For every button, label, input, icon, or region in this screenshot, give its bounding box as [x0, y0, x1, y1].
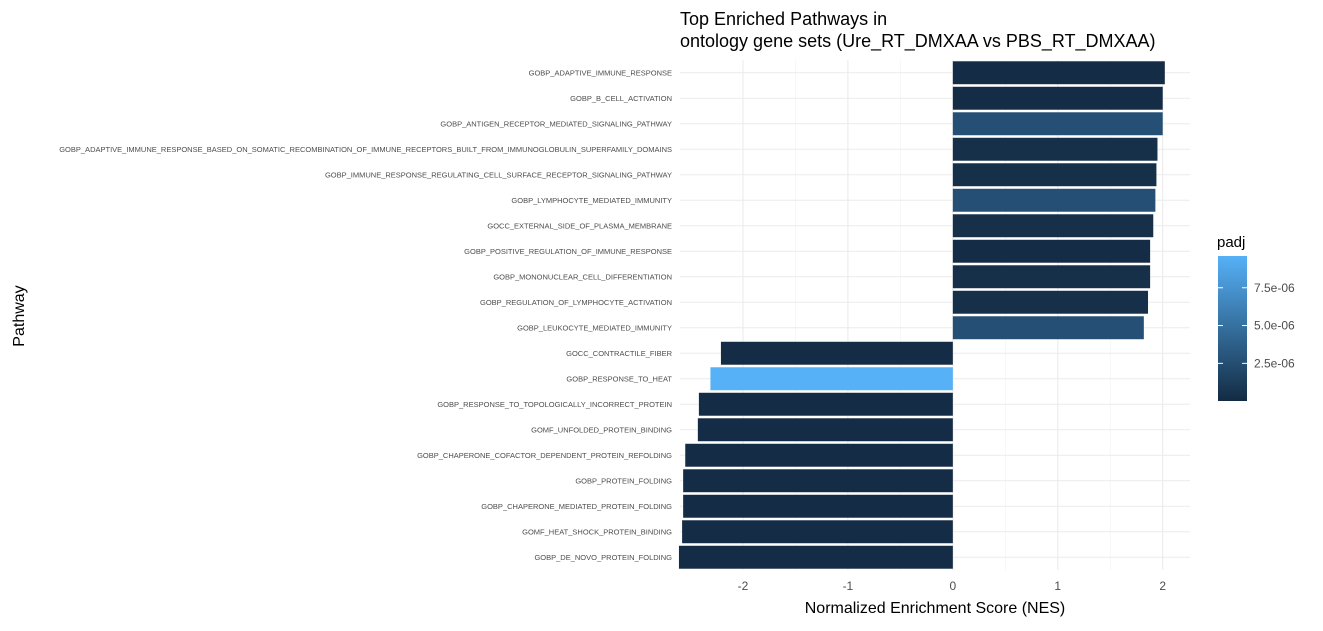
category-label: GOMF_UNFOLDED_PROTEIN_BINDING [531, 425, 672, 434]
category-label: GOMF_HEAT_SHOCK_PROTEIN_BINDING [522, 527, 672, 536]
chart-title-line-1: Top Enriched Pathways in [680, 9, 887, 29]
x-tick-labels: -2 -1 0 1 2 [738, 579, 1167, 593]
category-label: GOBP_CHAPERONE_MEDIATED_PROTEIN_FOLDING [481, 502, 672, 511]
legend-tick-label: 2.5e-06 [1254, 356, 1295, 370]
category-label: GOBP_LYMPHOCYTE_MEDIATED_IMMUNITY [511, 196, 672, 205]
bar [710, 367, 953, 391]
category-label: GOBP_CHAPERONE_COFACTOR_DEPENDENT_PROTEI… [417, 451, 672, 460]
legend-tick-label: 5.0e-06 [1254, 319, 1295, 333]
bar [952, 214, 1154, 238]
x-tick-label: -1 [843, 579, 854, 593]
category-labels: GOBP_ADAPTIVE_IMMUNE_RESPONSE GOBP_B_CELL… [59, 68, 672, 562]
bar [952, 239, 1151, 263]
category-label: GOBP_POSITIVE_REGULATION_OF_IMMUNE_RESPO… [464, 247, 672, 256]
bars [678, 61, 1165, 569]
category-label: GOBP_ADAPTIVE_IMMUNE_RESPONSE_BASED_ON_S… [59, 145, 672, 154]
x-tick-label: 0 [949, 579, 956, 593]
bar [952, 316, 1144, 340]
x-tick-label: -2 [738, 579, 749, 593]
bar [685, 443, 953, 467]
legend-ticks: 2.5e-06 5.0e-06 7.5e-06 [1218, 281, 1295, 370]
x-tick-label: 1 [1054, 579, 1061, 593]
bar [683, 494, 953, 518]
bar [682, 520, 953, 544]
bar [683, 469, 953, 493]
bar [678, 545, 953, 569]
category-label: GOBP_RESPONSE_TO_TOPOLOGICALLY_INCORRECT… [437, 400, 672, 409]
category-label: GOBP_RESPONSE_TO_HEAT [566, 374, 672, 383]
x-tick-label: 2 [1159, 579, 1166, 593]
bar [952, 137, 1158, 161]
category-label: GOBP_ANTIGEN_RECEPTOR_MEDIATED_SIGNALING… [440, 119, 672, 128]
bar [952, 86, 1163, 110]
chart-title-line-2: ontology gene sets (Ure_RT_DMXAA vs PBS_… [680, 31, 1156, 52]
legend-title: padj [1217, 234, 1245, 251]
y-axis-title: Pathway [11, 285, 28, 346]
category-label: GOBP_MONONUCLEAR_CELL_DIFFERENTIATION [493, 272, 672, 281]
bar [952, 61, 1165, 85]
bar [952, 112, 1163, 136]
legend-colorbar [1218, 256, 1247, 401]
bar [697, 418, 953, 442]
category-label: GOBP_PROTEIN_FOLDING [575, 476, 672, 485]
bar [952, 163, 1157, 187]
bar [952, 188, 1156, 212]
x-axis-title: Normalized Enrichment Score (NES) [805, 600, 1066, 617]
bar [952, 265, 1151, 289]
bar [952, 290, 1149, 314]
category-label: GOBP_LEUKOCYTE_MEDIATED_IMMUNITY [517, 323, 672, 332]
bar [698, 392, 953, 416]
bar [720, 341, 953, 365]
category-label: GOBP_IMMUNE_RESPONSE_REGULATING_CELL_SUR… [325, 170, 672, 179]
category-label: GOBP_REGULATION_OF_LYMPHOCYTE_ACTIVATION [480, 298, 672, 307]
category-label: GOCC_EXTERNAL_SIDE_OF_PLASMA_MEMBRANE [487, 221, 672, 230]
category-label: GOBP_DE_NOVO_PROTEIN_FOLDING [534, 553, 672, 562]
category-label: GOBP_B_CELL_ACTIVATION [570, 94, 672, 103]
category-label: GOCC_CONTRACTILE_FIBER [566, 349, 672, 358]
legend: padj 2.5e-06 5.0e-06 7.5e-06 [1217, 234, 1295, 401]
legend-tick-label: 7.5e-06 [1254, 281, 1295, 295]
category-label: GOBP_ADAPTIVE_IMMUNE_RESPONSE [529, 68, 672, 77]
